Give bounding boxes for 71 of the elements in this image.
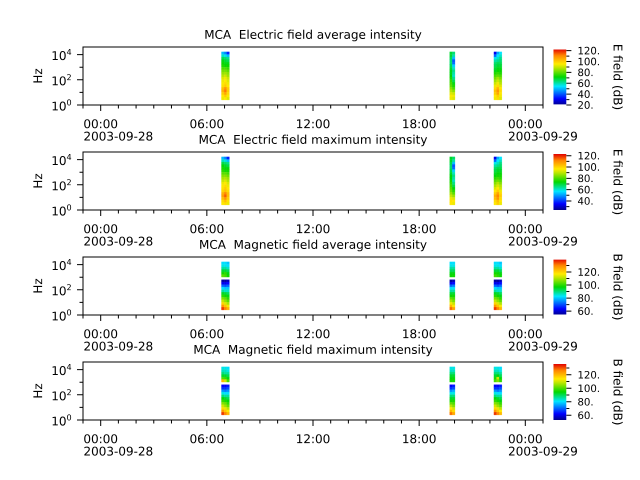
y-tick-label: 10$^{2}$: [52, 284, 71, 296]
text: 2003-09-29: [508, 342, 577, 351]
color-bar-label: 60.: [578, 79, 593, 88]
color-bar-label: 120.: [578, 268, 599, 276]
text: 2003-09-29: [508, 132, 577, 141]
color-bar-label: 80.: [578, 398, 593, 406]
y-tick-label: 10$^{4}$: [52, 259, 72, 270]
x-tick-label: 18:00: [403, 434, 436, 444]
chart-title: MCA Magnetic field average intensity: [200, 240, 427, 252]
chart-title: MCA Electric field maximum intensity: [200, 134, 428, 146]
y-tick-label: 10$^{4}$: [52, 49, 72, 60]
x-tick-label: 18:00: [403, 329, 436, 338]
x-tick-label: 00:00: [84, 434, 118, 444]
color-bar-label: 100.: [578, 281, 599, 289]
y-tick-label: 10$^{0}$: [52, 99, 72, 111]
color-bar-label: 80.: [578, 294, 593, 302]
chart-title: MCA Magnetic field maximum intensity: [194, 344, 432, 356]
y-tick-label: 10$^{2}$: [52, 179, 71, 190]
color-bar-label: 120.: [578, 46, 599, 54]
x-tick-label: 00:00: [84, 119, 118, 128]
x-tick-label: 12:00: [297, 224, 330, 234]
y-tick-label: 10$^{4}$: [52, 154, 72, 166]
text: 2003-09-29: [508, 446, 577, 456]
text: 2003-09-28: [84, 132, 152, 141]
x-tick-label: 00:00: [84, 329, 118, 338]
color-bar-label: 80.: [578, 174, 593, 182]
x-tick-label: 12:00: [297, 434, 330, 444]
x-tick-label: 00:00: [508, 119, 542, 128]
y-axis-title: Hz: [33, 68, 42, 82]
text: 2003-09-28: [84, 342, 152, 351]
x-tick-label: 12:00: [297, 329, 330, 338]
y-axis-title: Hz: [33, 384, 42, 398]
color-bar-label: 100.: [578, 163, 599, 171]
x-tick-label: 06:00: [190, 119, 224, 128]
color-bar-title: B field (dB): [612, 360, 623, 424]
x-tick-label: 00:00: [508, 329, 542, 338]
x-tick-label: 00:00: [508, 224, 542, 234]
y-tick-label: 10$^{0}$: [52, 414, 72, 426]
text: 2003-09-28: [84, 446, 152, 456]
y-tick-label: 10$^{0}$: [52, 204, 72, 216]
text: 2003-09-28: [84, 236, 152, 246]
color-bar-label: 20.: [578, 101, 593, 109]
color-bar-label: 120.: [578, 370, 599, 379]
color-bar-label: 100.: [578, 384, 599, 392]
x-tick-label: 06:00: [190, 434, 224, 444]
color-bar-label: 40.: [578, 90, 593, 98]
x-tick-label: 12:00: [297, 119, 330, 128]
y-tick-label: 10$^{4}$: [52, 364, 72, 376]
y-tick-label: 10$^{0}$: [52, 309, 72, 321]
y-axis-title: Hz: [33, 278, 42, 292]
x-tick-label: 00:00: [508, 434, 542, 444]
x-tick-label: 18:00: [403, 119, 436, 128]
color-bar-title: B field (dB): [612, 254, 623, 320]
chart-title: MCA Electric field average intensity: [205, 30, 422, 42]
color-bar-label: 60.: [578, 411, 593, 420]
x-tick-label: 06:00: [190, 224, 224, 234]
y-tick-label: 10$^{2}$: [52, 389, 71, 400]
color-bar-label: 60.: [578, 186, 593, 194]
text: 2003-09-29: [508, 236, 577, 246]
color-bar-label: 40.: [578, 197, 593, 205]
color-bar-title: E field (dB): [612, 150, 623, 214]
color-bar-label: 60.: [578, 307, 593, 315]
x-tick-label: 18:00: [403, 224, 436, 234]
x-tick-label: 00:00: [84, 224, 118, 234]
color-bar-title: E field (dB): [612, 45, 623, 110]
y-tick-label: 10$^{2}$: [52, 74, 71, 86]
color-bar-label: 100.: [578, 58, 599, 66]
color-bar-label: 80.: [578, 68, 593, 76]
y-axis-title: Hz: [33, 174, 42, 188]
color-bar-label: 120.: [578, 152, 599, 160]
x-tick-label: 06:00: [190, 329, 224, 338]
